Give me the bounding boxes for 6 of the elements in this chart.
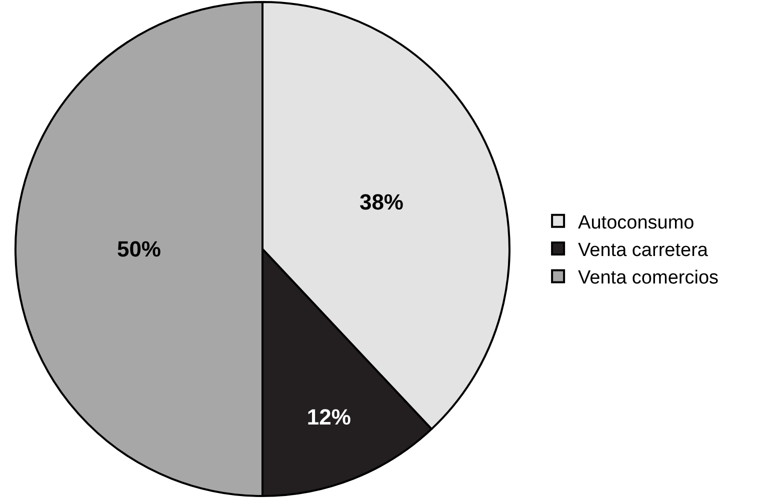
data-label: 12% [306, 404, 351, 430]
legend-label: Venta carretera [578, 240, 708, 261]
data-label: 50% [116, 236, 161, 262]
legend-label: Autoconsumo [578, 212, 694, 234]
legend-label: Venta comercios [578, 268, 719, 289]
data-label: 38% [359, 189, 404, 214]
